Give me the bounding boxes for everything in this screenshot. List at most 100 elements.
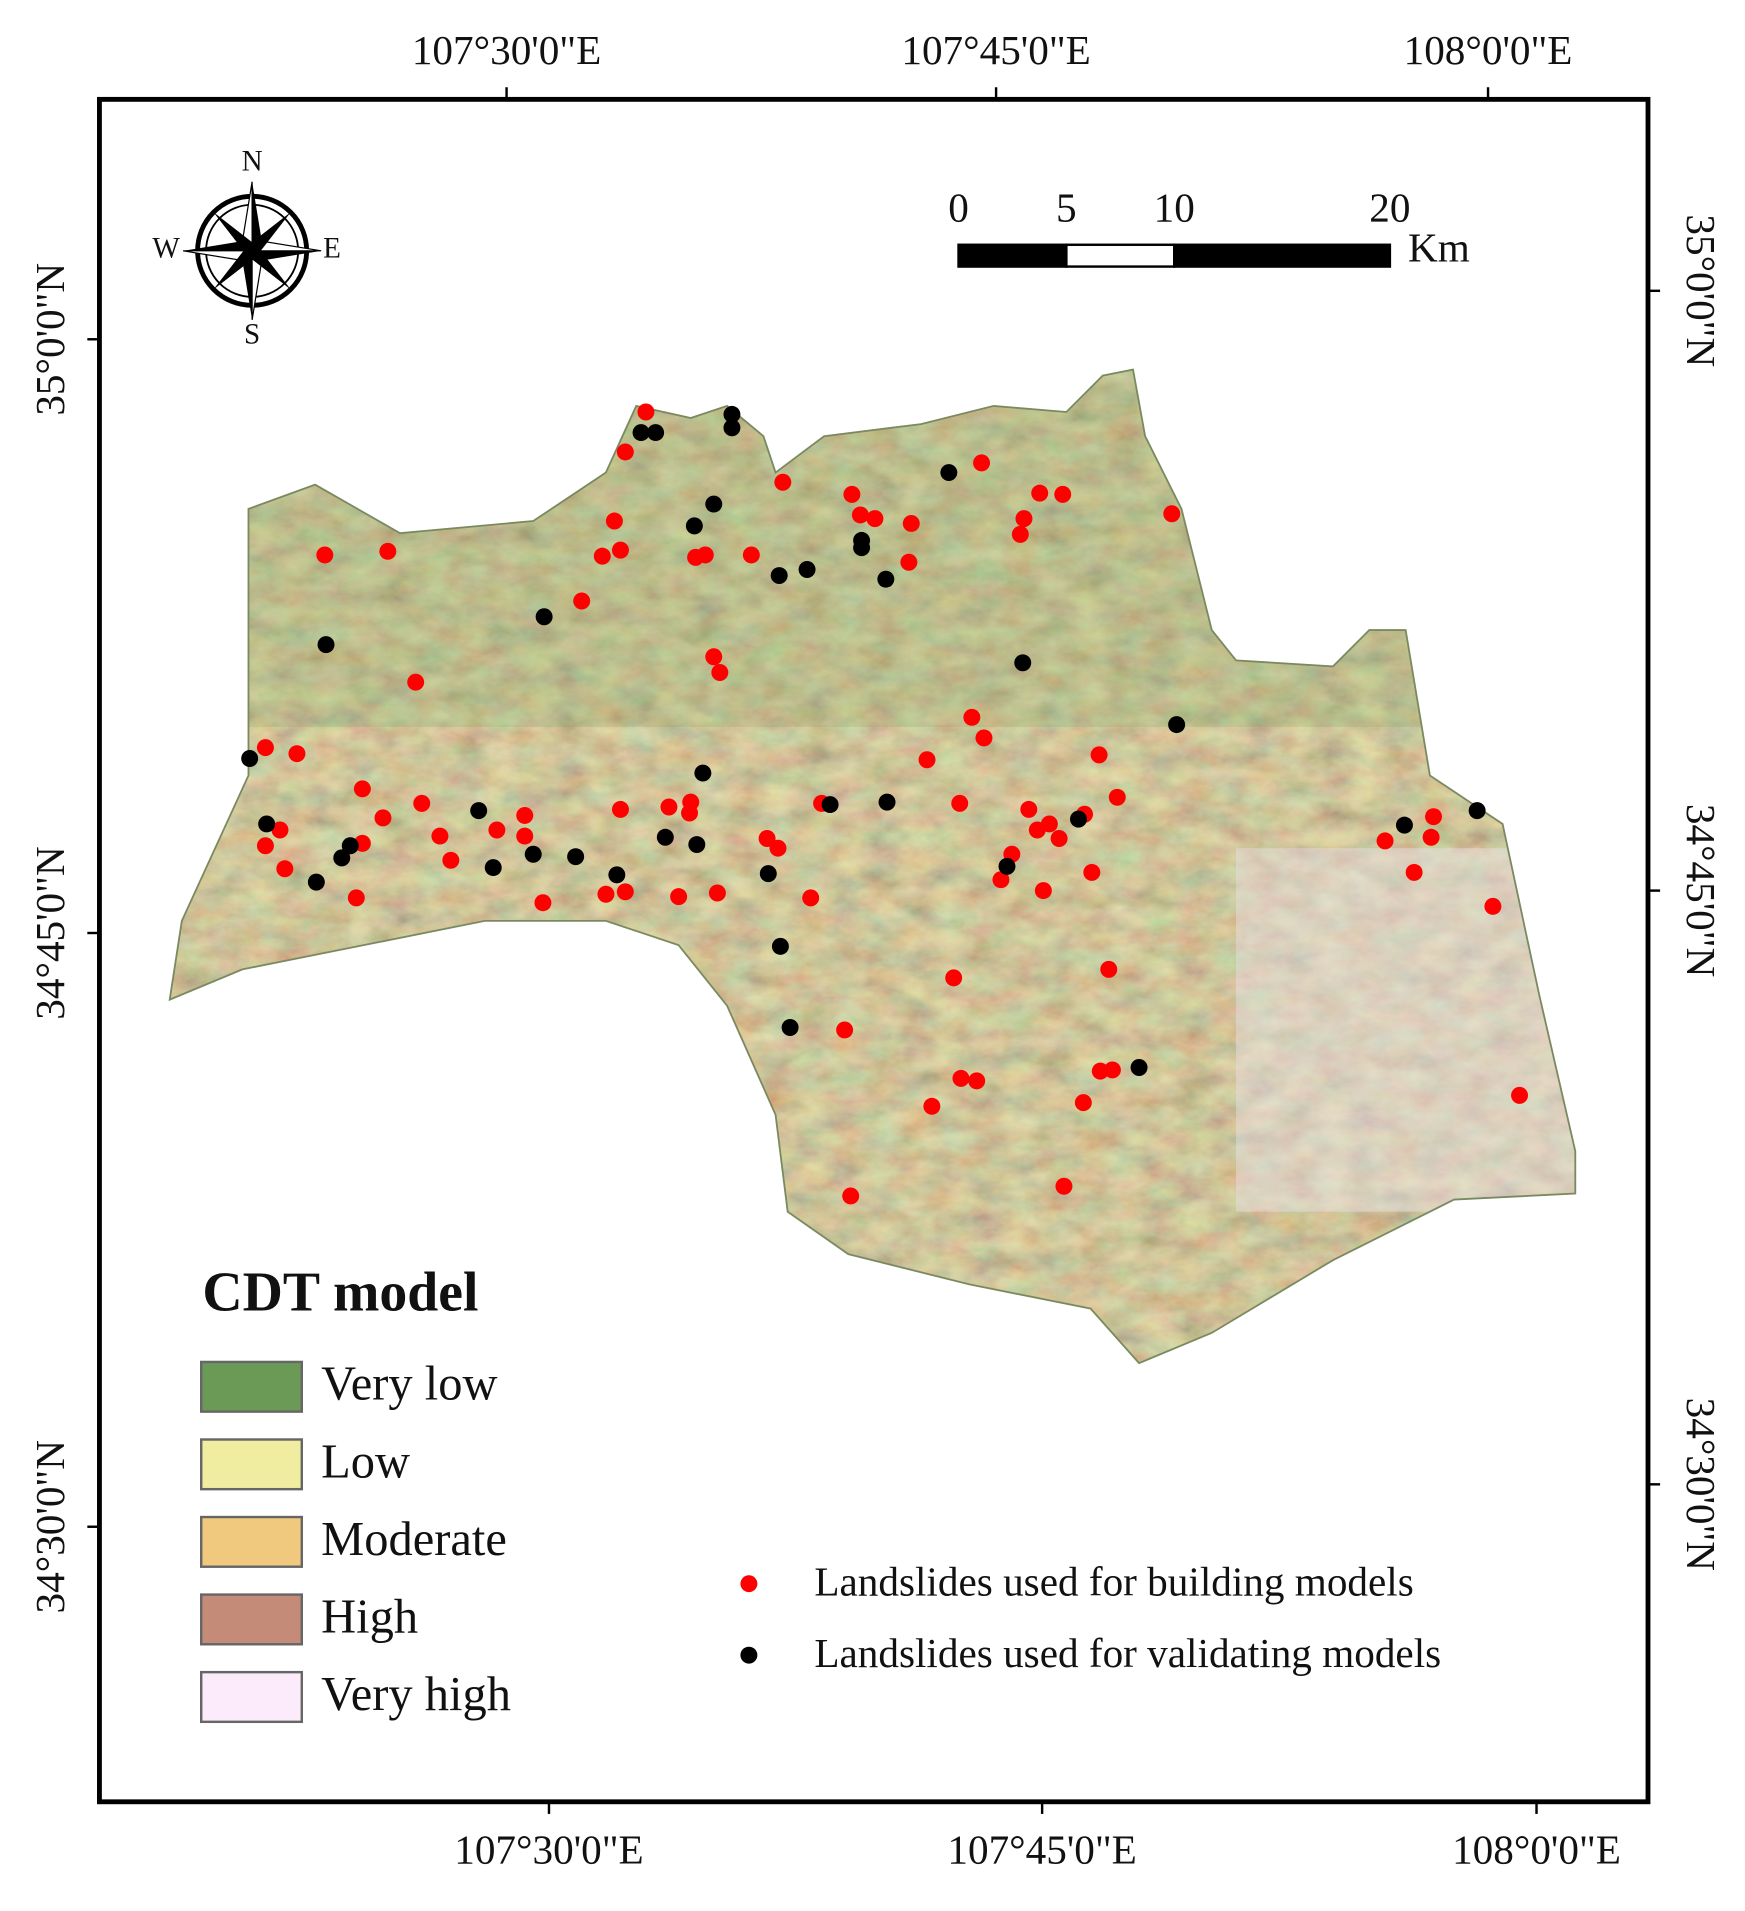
landslide-point <box>902 514 920 532</box>
landslide-point <box>524 845 542 863</box>
landslide-point <box>379 542 397 560</box>
landslide-point <box>1040 815 1058 833</box>
landslide-point <box>656 828 674 846</box>
landslide-point <box>708 884 726 902</box>
top-label: 108°0'0"E <box>1404 27 1573 73</box>
legend-label: Moderate <box>321 1513 507 1566</box>
landslide-point <box>341 837 359 855</box>
landslide-point <box>1468 802 1486 820</box>
scale-tick-label: 0 <box>948 185 969 231</box>
landslide-point <box>608 866 626 884</box>
landslide-point <box>256 837 274 855</box>
landslide-point <box>851 506 869 524</box>
scale-unit: Km <box>1408 224 1470 270</box>
landslide-point <box>573 592 591 610</box>
landslide-point <box>774 473 792 491</box>
legend-label: Very low <box>321 1358 497 1411</box>
landslide-point <box>770 567 788 585</box>
scale-tick-label: 20 <box>1369 185 1410 231</box>
landslide-point <box>1014 654 1032 672</box>
landslide-point <box>647 424 665 442</box>
compass-e: E <box>323 232 341 264</box>
landslide-point <box>711 664 729 681</box>
scale-segment <box>1173 243 1392 268</box>
landslide-point <box>973 454 991 472</box>
scale-segment <box>957 243 1068 268</box>
top-label: 107°45'0"E <box>901 27 1090 73</box>
bottom-label: 107°30'0"E <box>454 1826 643 1872</box>
landslide-point <box>516 827 534 845</box>
landslide-point <box>637 403 655 421</box>
top-label: 107°30'0"E <box>412 27 601 73</box>
legend-swatch <box>200 1360 304 1413</box>
landslide-point <box>347 889 365 907</box>
bottom-label: 108°0'0"E <box>1452 1826 1621 1872</box>
landslide-point <box>413 794 431 812</box>
landslide-point <box>842 1187 860 1205</box>
legend-title: CDT model <box>202 1262 478 1324</box>
landslide-point <box>694 764 712 782</box>
landslide-point <box>1511 1086 1529 1104</box>
landslide-point <box>616 443 634 461</box>
landslide-point <box>276 860 294 878</box>
landslide-point <box>484 859 502 877</box>
landslide-points <box>241 403 1529 1205</box>
landslide-point <box>1050 830 1068 847</box>
landslide-point <box>696 546 714 564</box>
points-legend: Landslides used for building models Lands… <box>740 1559 1441 1676</box>
landslide-point <box>878 793 896 811</box>
landslide-point <box>1054 485 1072 503</box>
scale-tick-label: 10 <box>1154 185 1195 231</box>
bottom-label: 107°45'0"E <box>947 1826 1136 1872</box>
left-label: 34°45'0"N <box>27 846 73 1019</box>
legend-swatch <box>200 1438 304 1491</box>
landslide-point <box>685 517 703 535</box>
landslide-point <box>681 804 699 822</box>
right-label: 35°0'0"N <box>1678 214 1724 367</box>
landslide-point <box>632 424 650 442</box>
landslide-point <box>1100 960 1118 978</box>
landslide-point <box>759 865 777 883</box>
legend-swatch <box>200 1670 304 1724</box>
landslide-point <box>802 889 820 907</box>
landslide-point <box>431 827 449 845</box>
landslide-point <box>963 708 981 726</box>
compass-s: S <box>244 319 260 351</box>
legend-dot <box>740 1575 758 1593</box>
landslide-point <box>241 750 259 768</box>
landslide-point <box>1090 746 1108 764</box>
landslide-point <box>821 796 839 814</box>
legend-label: Very high <box>321 1668 511 1721</box>
legend-dot <box>740 1646 758 1664</box>
landslide-point <box>975 729 993 747</box>
landslide-point <box>918 751 936 769</box>
landslide-point <box>769 839 787 857</box>
landslide-point <box>992 871 1010 889</box>
compass-n: N <box>242 145 263 177</box>
landslide-point <box>952 1069 970 1087</box>
frame-ticks <box>87 87 1661 1814</box>
landslide-point <box>1108 788 1126 806</box>
landslide-point <box>333 849 351 867</box>
legend-label: Low <box>321 1435 410 1488</box>
landslide-point <box>998 857 1016 875</box>
landslide-point <box>951 794 969 812</box>
landslide-point <box>307 873 325 891</box>
landslide-point <box>705 648 723 666</box>
left-label: 34°30'0"N <box>27 1440 73 1613</box>
legend-label: Landslides used for building models <box>814 1559 1413 1605</box>
scale-bar: Km 0 5 10 20 <box>948 185 1470 271</box>
compass-w: W <box>152 232 180 264</box>
landslide-point <box>605 512 623 530</box>
legend-swatch <box>200 1515 304 1568</box>
landslide-point <box>611 541 629 559</box>
landslide-point <box>836 1021 854 1039</box>
landslide-point <box>1103 1061 1121 1079</box>
scale-segment <box>1065 243 1176 268</box>
landslide-point <box>593 547 611 565</box>
landslide-point <box>597 885 615 903</box>
landslide-point <box>670 888 688 906</box>
scale-tick-label: 5 <box>1056 185 1077 231</box>
landslide-point <box>968 1072 986 1090</box>
